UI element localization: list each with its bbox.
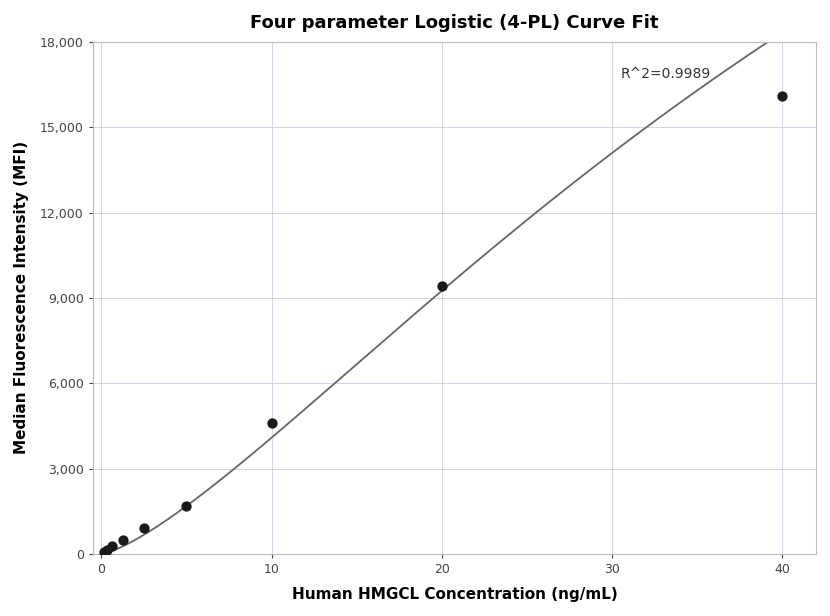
- Text: R^2=0.9989: R^2=0.9989: [620, 67, 710, 81]
- Point: [105, 541, 119, 551]
- Y-axis label: Median Fluorescence Intensity (MFI): Median Fluorescence Intensity (MFI): [14, 141, 29, 455]
- X-axis label: Human HMGCL Concentration (ng/mL): Human HMGCL Concentration (ng/mL): [291, 587, 618, 602]
- Point: [435, 282, 448, 291]
- Point: [116, 535, 129, 545]
- Point: [137, 524, 150, 533]
- Point: [97, 548, 110, 557]
- Title: Four parameter Logistic (4-PL) Curve Fit: Four parameter Logistic (4-PL) Curve Fit: [251, 14, 659, 32]
- Point: [180, 501, 193, 511]
- Point: [775, 91, 788, 101]
- Point: [265, 418, 278, 428]
- Point: [100, 545, 114, 554]
